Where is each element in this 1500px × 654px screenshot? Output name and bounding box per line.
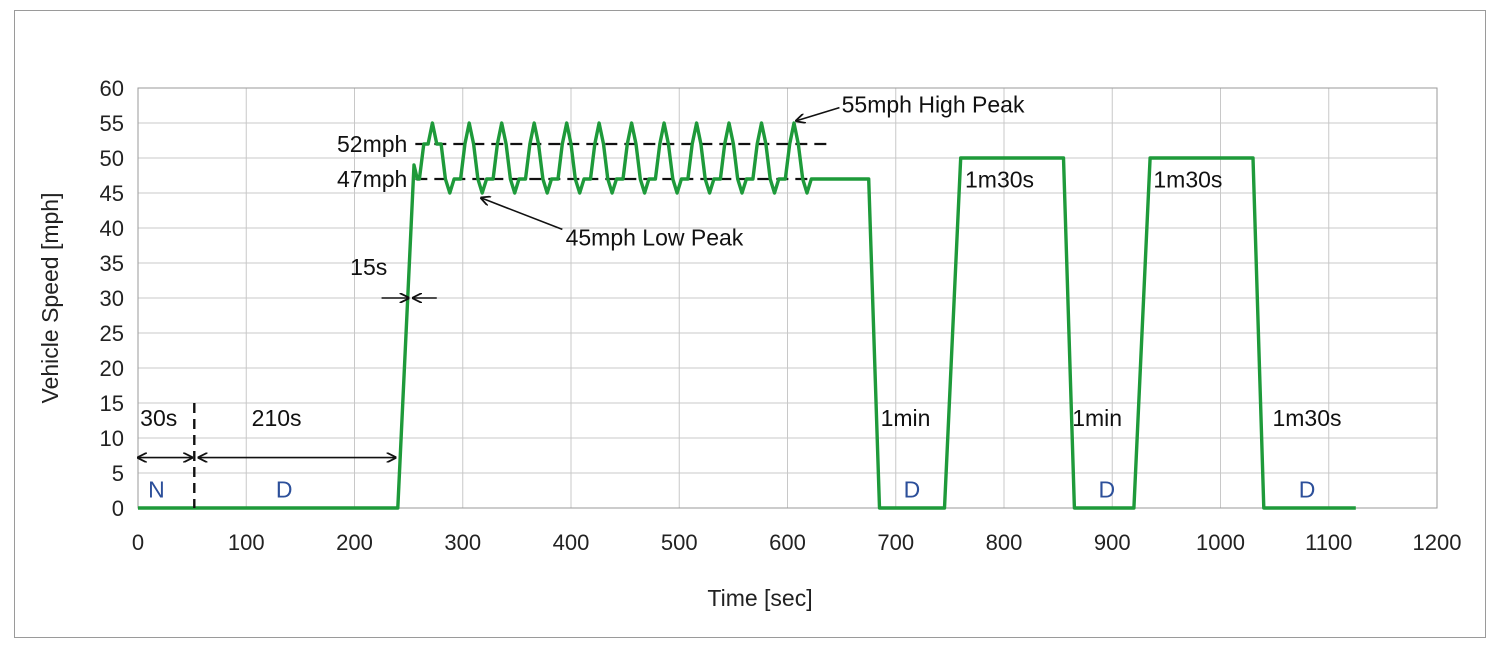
y-axis-title: Vehicle Speed [mph] bbox=[37, 193, 63, 404]
high-peak-arrow bbox=[796, 106, 840, 121]
y-tick-label: 20 bbox=[100, 356, 124, 381]
x-tick-label: 600 bbox=[769, 530, 806, 555]
annotation-stop-1: 1min bbox=[881, 405, 931, 431]
y-tick-label: 25 bbox=[100, 321, 124, 346]
x-tick-label: 900 bbox=[1094, 530, 1131, 555]
y-tick-label: 15 bbox=[100, 391, 124, 416]
x-tick-label: 100 bbox=[228, 530, 265, 555]
y-tick-label: 45 bbox=[100, 181, 124, 206]
x-tick-label: 400 bbox=[553, 530, 590, 555]
x-tick-label: 1000 bbox=[1196, 530, 1245, 555]
y-tick-label: 30 bbox=[100, 286, 124, 311]
gear-label: N bbox=[148, 477, 165, 503]
x-tick-label: 0 bbox=[132, 530, 144, 555]
reference-line-label: 47mph bbox=[337, 166, 407, 192]
x-tick-label: 700 bbox=[877, 530, 914, 555]
annotation-stop-3: 1m30s bbox=[1272, 405, 1341, 431]
annotation-low-peak: 45mph Low Peak bbox=[566, 225, 744, 251]
low-peak-arrow bbox=[481, 198, 563, 231]
chart-frame bbox=[14, 10, 1486, 638]
y-tick-label: 55 bbox=[100, 111, 124, 136]
gear-label: D bbox=[904, 477, 921, 503]
reference-lines: 52mph 47mph bbox=[337, 131, 831, 192]
annotation-neutral-duration: 30s bbox=[140, 405, 177, 431]
x-axis-title: Time [sec] bbox=[707, 585, 812, 611]
y-tick-label: 10 bbox=[100, 426, 124, 451]
gear-label: D bbox=[1299, 477, 1316, 503]
y-tick-label: 50 bbox=[100, 146, 124, 171]
annotation-accel-time: 15s bbox=[350, 254, 387, 280]
plot-border bbox=[137, 87, 1438, 509]
grid bbox=[137, 87, 1438, 509]
x-tick-labels: 0 100 200 300 400 500 600 700 800 900 1000 1100 1200 bbox=[132, 530, 1462, 555]
reference-line-label: 52mph bbox=[337, 131, 407, 157]
annotation-stop-2: 1min bbox=[1072, 405, 1122, 431]
y-tick-label: 60 bbox=[100, 76, 124, 101]
annotation-high-peak: 55mph High Peak bbox=[842, 92, 1025, 118]
y-tick-label: 40 bbox=[100, 216, 124, 241]
annotation-cruise-2: 1m30s bbox=[1153, 166, 1222, 192]
x-tick-label: 200 bbox=[336, 530, 373, 555]
annotation-drive-duration: 210s bbox=[252, 405, 302, 431]
y-tick-label: 5 bbox=[112, 461, 124, 486]
y-tick-label: 35 bbox=[100, 251, 124, 276]
y-tick-label: 0 bbox=[112, 496, 124, 521]
y-tick-labels: 0 5 10 15 20 25 30 35 40 45 50 55 60 bbox=[100, 76, 124, 521]
x-tick-label: 300 bbox=[444, 530, 481, 555]
gear-label: D bbox=[1099, 477, 1116, 503]
annotations: 55mph High Peak 45mph Low Peak 15s 30s 2… bbox=[138, 92, 1342, 458]
annotation-cruise-1: 1m30s bbox=[965, 166, 1034, 192]
x-tick-label: 500 bbox=[661, 530, 698, 555]
x-tick-label: 800 bbox=[986, 530, 1023, 555]
x-tick-label: 1200 bbox=[1413, 530, 1462, 555]
x-tick-label: 1100 bbox=[1305, 530, 1352, 555]
gear-label: D bbox=[276, 477, 293, 503]
